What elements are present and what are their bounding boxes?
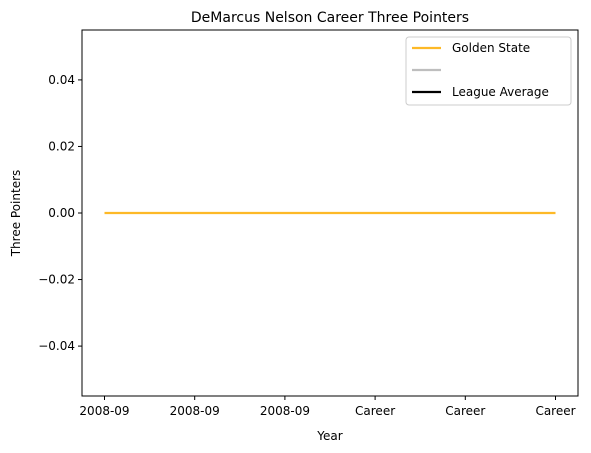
y-tick-label: 0.04: [48, 73, 75, 87]
chart-title: DeMarcus Nelson Career Three Pointers: [191, 10, 469, 26]
y-tick-label: 0.02: [48, 139, 75, 153]
x-tick-label: 2008-09: [170, 404, 220, 418]
y-tick-label: 0.00: [48, 206, 75, 220]
x-tick-label: 2008-09: [79, 404, 129, 418]
legend-entry-golden-state-label: Golden State: [452, 41, 530, 55]
x-tick-label: Career: [355, 404, 395, 418]
legend-entry-league-average-label: League Average: [452, 85, 549, 99]
x-tick-label: Career: [445, 404, 485, 418]
y-tick-label: −0.02: [38, 273, 75, 287]
y-axis: −0.04 −0.02 0.00 0.02 0.04: [38, 73, 82, 353]
legend: Golden State League Average: [405, 36, 572, 106]
y-axis-label: Three Pointers: [9, 170, 23, 258]
x-axis-label: Year: [316, 429, 342, 443]
legend-box: [405, 36, 572, 106]
x-axis: 2008-09 2008-09 2008-09 Career Career Career: [79, 396, 576, 418]
x-tick-label: Career: [535, 404, 575, 418]
y-tick-label: −0.04: [38, 339, 75, 353]
x-tick-label: 2008-09: [260, 404, 310, 418]
